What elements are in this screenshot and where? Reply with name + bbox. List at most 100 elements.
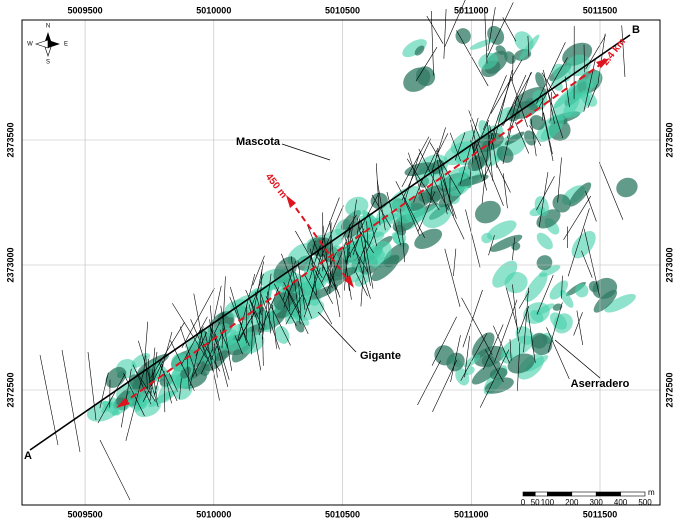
drill-hole [431, 316, 457, 366]
drill-hole [99, 372, 109, 409]
scale-label: 0 [521, 498, 526, 507]
drill-hole [237, 273, 256, 341]
drill-hole [494, 69, 513, 141]
drill-hole [400, 208, 406, 263]
drill-hole [538, 172, 549, 227]
drill-hole [510, 72, 532, 130]
scale-label: 500 [638, 498, 652, 507]
drill-hole [190, 319, 214, 372]
zone [388, 185, 421, 209]
x-tick-label: 5009500 [68, 509, 103, 519]
zone [469, 39, 493, 50]
drill-hole [354, 247, 365, 273]
drill-hole [449, 132, 461, 162]
drill-hole [536, 42, 566, 104]
x-tick-label: 5009500 [68, 5, 103, 15]
drill-hole [179, 326, 198, 377]
x-tick-label: 5010500 [325, 509, 360, 519]
drill-hole [436, 159, 448, 215]
zone [535, 72, 546, 89]
zone [108, 397, 117, 406]
zone [524, 272, 548, 302]
drill-hole [431, 127, 446, 171]
zone [131, 353, 151, 368]
drill-hole [537, 57, 568, 111]
zone [463, 354, 481, 368]
drill-hole [371, 194, 392, 228]
drill-hole [366, 227, 378, 253]
map-frame [21, 19, 661, 506]
drill-hole [530, 118, 537, 157]
drill-hole [479, 349, 510, 408]
drill-hole [453, 248, 457, 277]
zone [592, 277, 618, 299]
drill-hole [503, 74, 527, 126]
drill-hole [359, 192, 380, 230]
drill-hole [87, 351, 97, 421]
zone [496, 107, 514, 123]
drill-hole [260, 292, 280, 350]
zone [484, 377, 514, 394]
drill-hole [529, 125, 542, 146]
drill-hole [157, 360, 178, 402]
drill-hole [512, 55, 514, 82]
drill-hole [573, 312, 583, 336]
zone [529, 115, 546, 130]
drill-hole [245, 289, 264, 330]
zone [184, 326, 215, 349]
drill-hole [346, 199, 357, 266]
mineralized-zones [86, 25, 638, 422]
drill-hole [272, 304, 277, 349]
drill-hole [345, 228, 365, 263]
drill-hole [469, 140, 476, 180]
drill-hole [360, 240, 366, 307]
leader [317, 311, 357, 353]
drill-hole [418, 148, 449, 211]
drill-hole [307, 225, 333, 289]
drill-hole [309, 246, 320, 281]
drill-hole [502, 125, 513, 164]
zone [549, 280, 569, 300]
drill-hole [432, 359, 458, 412]
zone [575, 283, 589, 298]
drill-hole [464, 335, 470, 378]
zone [455, 28, 471, 45]
zone [504, 271, 528, 294]
drill-hole [417, 191, 436, 232]
scale-label: 100 [541, 498, 555, 507]
compass: N S E W [27, 24, 68, 66]
zone [402, 39, 427, 58]
scale-segment [620, 491, 646, 497]
zone [273, 292, 292, 311]
drill-hole [120, 368, 132, 428]
drill-hole [417, 360, 441, 406]
drill-hole [255, 291, 262, 316]
scale-segment [571, 491, 597, 497]
drill-hole [238, 319, 251, 342]
drill-hole [585, 191, 597, 222]
drill-hole [444, 0, 466, 47]
zone [343, 221, 363, 238]
drill-hole [509, 339, 512, 361]
drill-hole [323, 254, 341, 298]
drill-hole [465, 209, 481, 268]
drill-hole [406, 158, 440, 211]
x-tick-label: 5010000 [196, 5, 231, 15]
drill-hole [343, 250, 350, 292]
drill-hole [245, 304, 248, 340]
drill-hole [436, 149, 454, 217]
drill-hole [541, 107, 554, 162]
drill-hole [447, 204, 465, 240]
zone [487, 220, 517, 240]
drill-hole [474, 119, 490, 152]
zone [474, 200, 501, 224]
drill-hole [135, 370, 156, 402]
drill-hole [321, 252, 337, 283]
drill-hole [138, 340, 159, 408]
drill-hole [543, 112, 553, 155]
y-tick-label: 2373500 [5, 122, 15, 157]
arrow [596, 58, 610, 68]
drill-hole [252, 255, 265, 286]
drill-hole [512, 237, 515, 261]
zone [389, 211, 404, 224]
